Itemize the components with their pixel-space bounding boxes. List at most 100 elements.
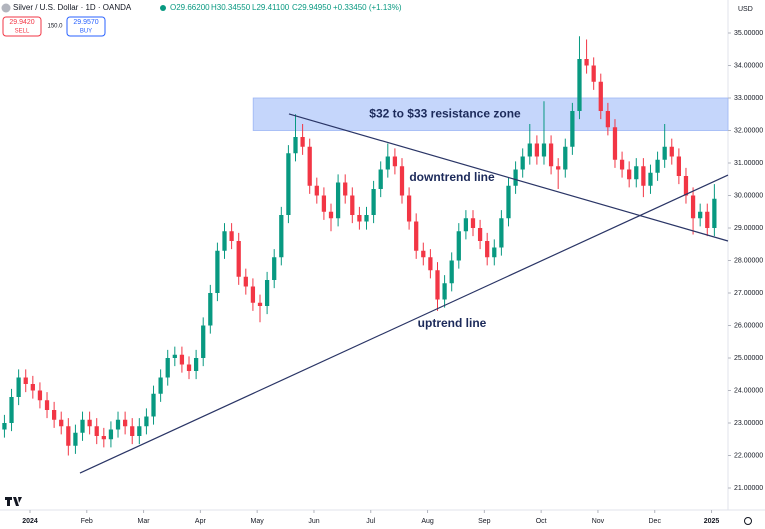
- candle-body: [698, 211, 703, 219]
- y-tick-label: 30.00000: [734, 192, 763, 199]
- candle-body: [328, 211, 334, 219]
- candle-body: [179, 354, 185, 365]
- candle-body: [584, 59, 589, 66]
- candle-body: [563, 146, 568, 170]
- candle-body: [264, 280, 270, 306]
- stat-open: O29.66200: [170, 3, 210, 12]
- candle-body: [243, 276, 248, 287]
- candle-body: [705, 211, 710, 228]
- candle-body: [335, 182, 341, 219]
- x-tick-label: Aug: [421, 518, 434, 525]
- candle-body: [392, 156, 398, 167]
- candle-body: [158, 377, 163, 394]
- x-tick-label: May: [251, 518, 265, 525]
- stat-change: +0.33450 (+1.13%): [333, 3, 402, 12]
- candle-body: [456, 231, 461, 261]
- candle-body: [683, 176, 689, 196]
- candle-body: [286, 153, 291, 215]
- candle-body: [87, 419, 92, 427]
- candle-body: [108, 429, 114, 440]
- candle-body: [520, 156, 525, 170]
- candle-body: [676, 156, 682, 176]
- y-tick-label: 24.00000: [734, 387, 763, 394]
- candle-body: [612, 127, 618, 160]
- candle-body: [556, 166, 561, 170]
- trendline-label: downtrend line: [409, 170, 495, 184]
- x-tick-label: Nov: [592, 518, 605, 525]
- gear[interactable]: [744, 517, 752, 525]
- y-tick-label: 27.00000: [734, 290, 763, 297]
- header: Silver / U.S. Dollar · 1D · OANDA O29.66…: [1, 3, 753, 37]
- candle-body: [619, 159, 625, 170]
- spread: 150.0: [47, 24, 63, 30]
- candle-body: [201, 325, 206, 358]
- stat-close: C29.94950: [292, 3, 332, 12]
- candle-body: [669, 146, 674, 157]
- candle-body: [627, 169, 632, 180]
- candle-body: [399, 166, 405, 196]
- candle-body: [570, 111, 575, 147]
- candle-body: [165, 358, 170, 378]
- candle-body: [343, 182, 348, 196]
- x-tick-label: Sep: [478, 518, 491, 525]
- y-tick-label: 35.00000: [734, 30, 763, 37]
- candle-body: [59, 419, 64, 427]
- candle-body: [279, 215, 284, 258]
- candle-body: [94, 426, 99, 436]
- candle-body: [250, 286, 256, 303]
- y-tick-label: 28.00000: [734, 257, 763, 264]
- buy-button[interactable]: [66, 16, 106, 37]
- candle-body: [712, 198, 717, 228]
- candle-body: [37, 390, 43, 401]
- trendline: [79, 174, 729, 474]
- candle-body: [229, 231, 234, 241]
- candle-body: [499, 218, 504, 248]
- candle-body: [477, 228, 483, 241]
- sell-price: 29.9420: [9, 19, 34, 26]
- candle-body: [492, 247, 497, 258]
- candle-body: [655, 159, 660, 173]
- x-tick-label: Mar: [138, 518, 151, 525]
- candle-body: [371, 189, 376, 215]
- candle-body: [428, 257, 433, 271]
- candle-body: [2, 423, 7, 430]
- y-tick-label: 29.00000: [734, 225, 763, 232]
- y-tick-label: 22.00000: [734, 452, 763, 459]
- candle-body: [605, 111, 611, 128]
- candle-body: [513, 169, 518, 186]
- x-tick-label: Dec: [649, 518, 662, 525]
- stat-high: H30.34550: [211, 3, 251, 12]
- candle-body: [506, 185, 511, 219]
- sell-button[interactable]: [2, 16, 42, 37]
- y-tick-label: 34.00000: [734, 62, 763, 69]
- candle-body: [73, 432, 78, 446]
- candle-body: [534, 143, 540, 157]
- candle-body: [541, 143, 547, 157]
- candle-body: [442, 283, 447, 300]
- candle-body: [634, 166, 639, 180]
- resistance-zone: [252, 97, 729, 131]
- market-status: [160, 5, 166, 11]
- x-tick-label: Jun: [308, 518, 319, 525]
- symbol-icon: [1, 3, 11, 13]
- candle-body: [122, 419, 128, 427]
- y-tick-label: 26.00000: [734, 322, 763, 329]
- x-tick-label: Apr: [195, 518, 207, 525]
- candle-body: [215, 250, 220, 293]
- candle-body: [23, 377, 28, 384]
- candle-body: [172, 354, 177, 358]
- candle-body: [186, 364, 192, 371]
- candle-body: [648, 172, 653, 186]
- candle-body: [151, 393, 156, 417]
- candle-body: [80, 419, 85, 433]
- candle-body: [350, 195, 355, 215]
- candle-body: [364, 215, 369, 222]
- candle-body: [314, 185, 319, 196]
- y-tick-label: 32.00000: [734, 127, 763, 134]
- candle-body: [527, 143, 532, 157]
- candle-body: [9, 397, 14, 423]
- y-tick-label: 31.00000: [734, 160, 763, 167]
- candle-body: [641, 166, 646, 186]
- candle-body: [414, 221, 419, 251]
